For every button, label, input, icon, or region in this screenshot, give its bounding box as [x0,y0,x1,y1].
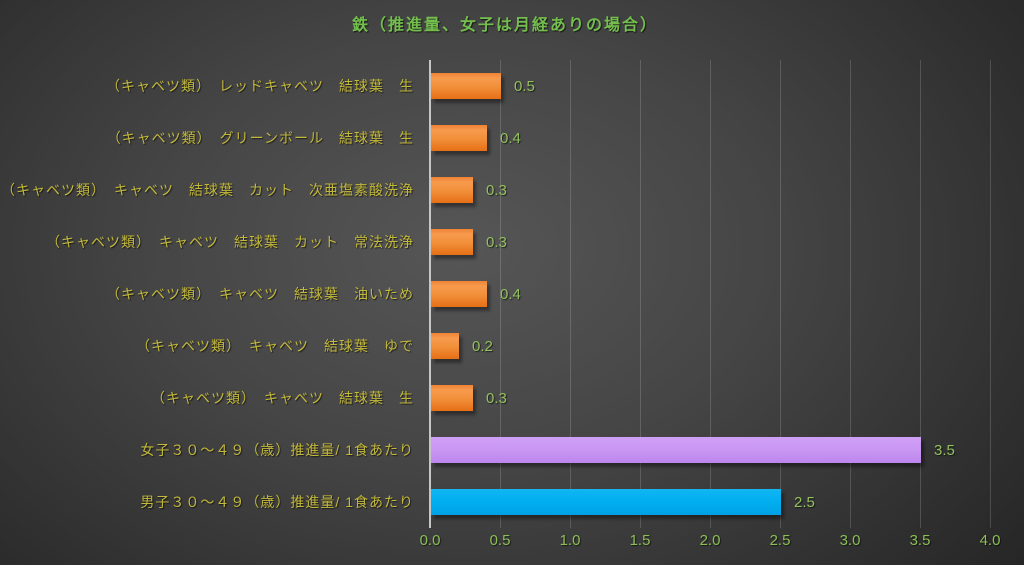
value-label: 0.2 [472,337,493,355]
chart-row: （キャベツ類） キャベツ 結球葉 ゆで 0.2 [0,320,1024,372]
x-tick-label: 1.5 [629,532,651,549]
bar-orange [431,177,473,203]
bar-orange [431,229,473,255]
category-label: （キャベツ類） キャベツ 結球葉 ゆで [136,338,414,354]
bar-blue [431,489,781,515]
chart-row: 男子３０～４９（歳）推進量/ 1食あたり 2.5 [0,476,1024,528]
category-label: （キャベツ類） キャベツ 結球葉 カット 常法洗浄 [46,234,414,250]
gridline-2.5 [780,60,781,528]
bar-orange [431,73,501,99]
chart-row: （キャベツ類） キャベツ 結球葉 カット 常法洗浄 0.3 [0,216,1024,268]
chart-row: 女子３０～４９（歳）推進量/ 1食あたり 3.5 [0,424,1024,476]
value-label: 0.5 [514,77,535,95]
x-tick-label: 3.5 [909,532,931,549]
chart-row: （キャベツ類） キャベツ 結球葉 カット 次亜塩素酸洗浄 0.3 [0,164,1024,216]
chart-title: 鉄（推進量、女子は月経ありの場合） [351,17,658,34]
value-label: 0.3 [486,389,507,407]
y-axis-line [429,60,431,528]
value-label: 0.4 [500,285,521,303]
value-label: 0.3 [486,181,507,199]
x-tick-label: 0.0 [419,532,441,549]
gridline-1.5 [640,60,641,528]
x-tick-label: 1.0 [559,532,581,549]
chart-row: （キャベツ類） グリーンボール 結球葉 生 0.4 [0,112,1024,164]
category-label: （キャベツ類） グリーンボール 結球葉 生 [106,130,414,146]
x-tick-label: 2.0 [699,532,721,549]
value-label: 0.4 [500,129,521,147]
x-tick-label: 2.5 [769,532,791,549]
chart-row: （キャベツ類） キャベツ 結球葉 油いため 0.4 [0,268,1024,320]
chart-row: （キャベツ類） キャベツ 結球葉 生 0.3 [0,372,1024,424]
gridline-4.0 [990,60,991,528]
category-label: （キャベツ類） レッドキャベツ 結球葉 生 [106,78,414,94]
gridline-0.5 [500,60,501,528]
value-label: 3.5 [934,441,955,459]
x-tick-label: 0.5 [489,532,511,549]
x-tick-label: 4.0 [979,532,1001,549]
chart-row: （キャベツ類） レッドキャベツ 結球葉 生 0.5 [0,60,1024,112]
bar-orange [431,385,473,411]
bar-orange [431,281,487,307]
category-label: （キャベツ類） キャベツ 結球葉 油いため [106,286,414,302]
bar-orange [431,333,459,359]
bar-orange [431,125,487,151]
category-label: 女子３０～４９（歳）推進量/ 1食あたり [140,442,414,458]
gridline-3.0 [850,60,851,528]
bar-purple [431,437,921,463]
category-label: （キャベツ類） キャベツ 結球葉 カット 次亜塩素酸洗浄 [1,182,414,198]
category-label: 男子３０～４９（歳）推進量/ 1食あたり [140,494,414,510]
x-tick-label: 3.0 [839,532,861,549]
value-label: 2.5 [794,493,815,511]
gridline-3.5 [920,60,921,528]
gridline-1.0 [570,60,571,528]
gridline-2.0 [710,60,711,528]
category-label: （キャベツ類） キャベツ 結球葉 生 [151,390,414,406]
value-label: 0.3 [486,233,507,251]
